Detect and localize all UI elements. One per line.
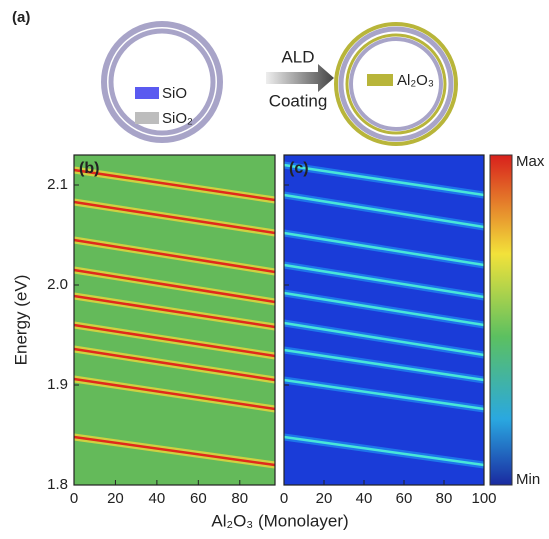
x-tick-label: 80 bbox=[436, 490, 453, 507]
y-tick-label: 1.9 bbox=[47, 376, 68, 393]
colorbar-label: Min bbox=[516, 471, 540, 488]
mode-line bbox=[283, 348, 485, 382]
mode-line bbox=[73, 377, 276, 411]
x-tick-label: 40 bbox=[356, 490, 373, 507]
x-tick-label: 100 bbox=[471, 490, 496, 507]
y-tick-label: 2.0 bbox=[47, 276, 68, 293]
mode-line bbox=[73, 200, 276, 235]
arrow-text: ALD bbox=[281, 47, 314, 66]
y-tick-label: 1.8 bbox=[47, 476, 68, 493]
panel-label: (c) bbox=[289, 160, 309, 177]
y-axis-label: Energy (eV) bbox=[11, 275, 30, 366]
schematic-right bbox=[334, 22, 458, 146]
mode-line bbox=[73, 168, 276, 202]
mode-line bbox=[283, 231, 485, 267]
legend-text: Al₂O₃ bbox=[397, 72, 434, 89]
arrow-text: Coating bbox=[269, 91, 328, 110]
mode-line bbox=[283, 378, 485, 411]
mode-line bbox=[283, 435, 485, 467]
panel-label: (b) bbox=[79, 160, 99, 177]
x-tick-label: 40 bbox=[149, 490, 166, 507]
mode-line bbox=[283, 321, 485, 357]
schematic-left bbox=[101, 21, 223, 143]
x-tick-label: 80 bbox=[231, 490, 248, 507]
x-tick-label: 0 bbox=[70, 490, 78, 507]
plot-frame bbox=[283, 154, 485, 486]
arrow bbox=[266, 64, 334, 92]
legend-text: SiO₂ bbox=[162, 110, 193, 127]
mode-line bbox=[283, 193, 485, 229]
mode-line bbox=[283, 263, 485, 299]
mode-line bbox=[73, 294, 276, 329]
mode-line bbox=[283, 291, 485, 327]
x-tick-label: 20 bbox=[316, 490, 333, 507]
plot-frame bbox=[73, 154, 276, 486]
colorbar-label: Max bbox=[516, 153, 545, 170]
mode-line bbox=[73, 268, 276, 304]
mode-line bbox=[73, 347, 276, 382]
mode-line bbox=[73, 238, 276, 274]
legend-text: SiO bbox=[162, 85, 187, 102]
mode-line bbox=[73, 323, 276, 358]
y-tick-label: 2.1 bbox=[47, 176, 68, 193]
mode-line bbox=[73, 435, 276, 467]
x-tick-label: 20 bbox=[107, 490, 124, 507]
x-tick-label: 0 bbox=[280, 490, 288, 507]
x-tick-label: 60 bbox=[396, 490, 413, 507]
x-tick-label: 60 bbox=[190, 490, 207, 507]
colorbar bbox=[489, 154, 513, 486]
mode-line bbox=[283, 163, 485, 197]
panel-label: (a) bbox=[12, 9, 30, 26]
x-axis-label: Al₂O₃ (Monolayer) bbox=[211, 511, 348, 530]
